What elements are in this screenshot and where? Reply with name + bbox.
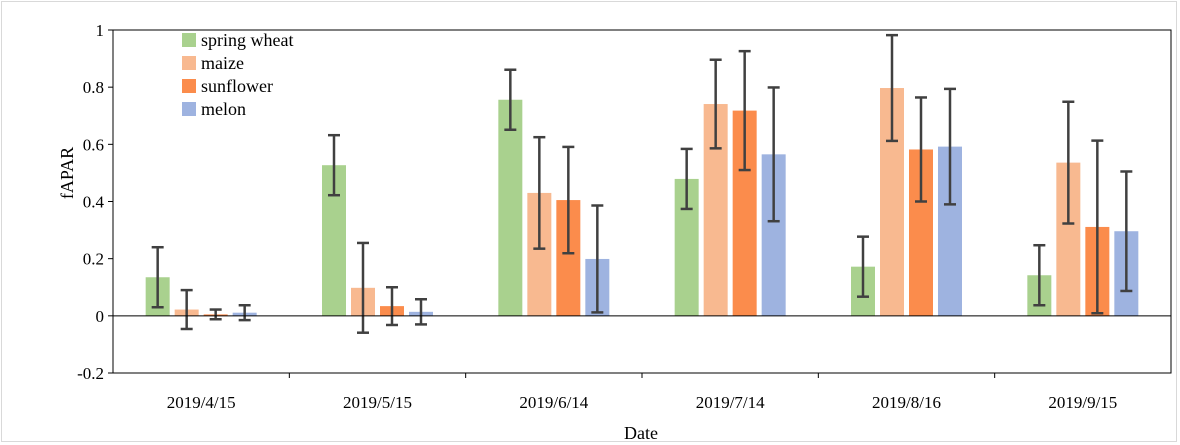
y-tick-label: 0.2 [83, 250, 104, 269]
x-tick-label: 2019/7/14 [696, 393, 765, 412]
x-axis-title: Date [624, 423, 658, 443]
y-tick-label: 0.8 [83, 78, 104, 97]
x-tick-label: 2019/5/15 [343, 393, 412, 412]
y-tick-label: 0 [96, 307, 105, 326]
x-tick-label: 2019/9/15 [1048, 393, 1117, 412]
x-tick-label: 2019/6/14 [519, 393, 588, 412]
y-axis-title: fAPAR [57, 147, 77, 199]
y-tick-label: 0.4 [83, 193, 105, 212]
y-tick-label: -0.2 [77, 364, 104, 383]
legend-swatch [182, 33, 196, 47]
x-tick-label: 2019/4/15 [167, 393, 236, 412]
legend-swatch [182, 56, 196, 70]
y-tick-label: 0.6 [83, 135, 104, 154]
axes-layer: -0.2 0 0.2 0.4 0.6 0.8 1 2019/4/15 2019/5/15 2019… [77, 21, 1171, 412]
error-bars-layer [151, 33, 1133, 334]
legend-swatch [182, 102, 196, 116]
legend-label: maize [201, 53, 244, 73]
bars-layer [145, 88, 1139, 316]
legend-label: melon [201, 99, 246, 119]
y-tick-label: 1 [96, 21, 105, 40]
legend-swatch [182, 79, 196, 93]
legend: spring wheat maize sunflower melon [182, 30, 293, 119]
bar-spring-wheat-2 [498, 99, 523, 316]
x-tick-label: 2019/8/16 [872, 393, 941, 412]
legend-label: sunflower [201, 76, 273, 96]
legend-label: spring wheat [201, 30, 293, 50]
